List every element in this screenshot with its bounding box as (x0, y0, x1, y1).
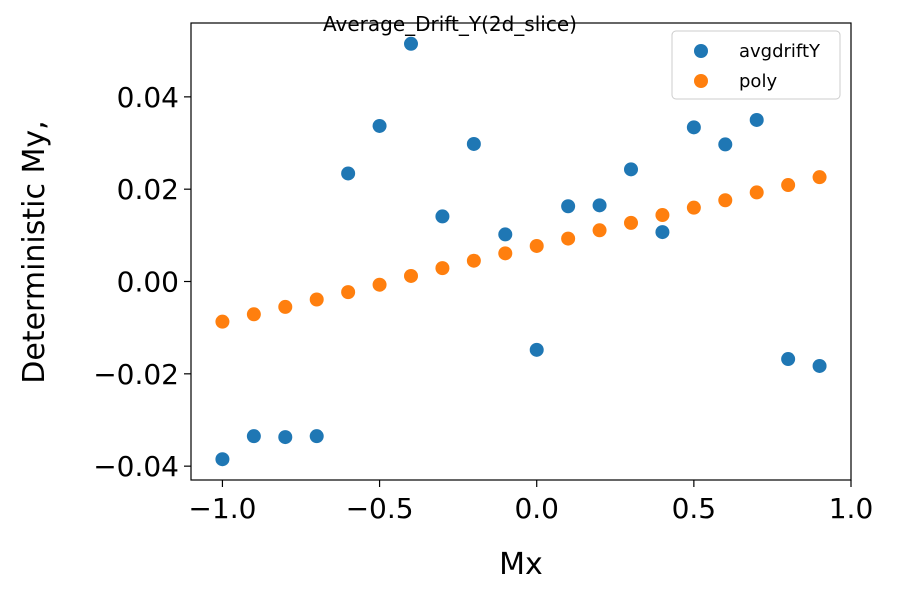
data-point-avgdriftY (686, 120, 701, 135)
x-tick-label: 0.5 (672, 492, 717, 525)
data-point-avgdriftY (529, 342, 544, 357)
data-point-poly (686, 200, 701, 215)
x-tick-label: 0.0 (514, 492, 559, 525)
data-points (215, 36, 827, 467)
data-point-avgdriftY (215, 452, 230, 467)
x-tick-label: −0.5 (346, 492, 414, 525)
data-point-poly (529, 238, 544, 253)
legend-marker-avgdriftY (694, 44, 708, 58)
data-point-poly (404, 268, 418, 283)
data-point-avgdriftY (372, 118, 387, 133)
data-point-avgdriftY (246, 429, 261, 444)
data-point-poly (812, 170, 827, 185)
y-tick-label: 0.04 (117, 81, 179, 114)
data-point-avgdriftY (404, 36, 418, 51)
data-point-poly (309, 292, 324, 307)
data-point-avgdriftY (466, 136, 481, 151)
legend-marker-poly (694, 74, 708, 88)
y-axis-label: Deterministic My, (17, 120, 52, 383)
data-point-avgdriftY (781, 352, 796, 367)
data-point-poly (372, 277, 387, 292)
data-point-avgdriftY (561, 199, 576, 214)
legend: avgdriftY poly (671, 30, 841, 100)
x-tick-label: −1.0 (188, 492, 256, 525)
data-point-poly (246, 307, 261, 322)
chart-title: Average_Drift_Y(2d_slice) (323, 12, 577, 36)
data-point-avgdriftY (435, 209, 450, 224)
data-point-poly (435, 261, 450, 276)
data-point-poly (466, 253, 481, 268)
data-point-avgdriftY (278, 430, 293, 445)
data-point-avgdriftY (341, 166, 356, 181)
data-point-poly (624, 215, 638, 230)
y-tick-label: 0.02 (117, 173, 179, 206)
data-point-poly (781, 178, 796, 193)
data-point-poly (749, 185, 764, 200)
data-point-poly (655, 208, 670, 223)
legend-label-avgdriftY: avgdriftY (739, 41, 821, 62)
legend-label-poly: poly (739, 71, 777, 92)
data-point-poly (341, 285, 356, 300)
y-tick-label: −0.04 (93, 450, 179, 483)
y-tick-label: 0.00 (117, 266, 179, 299)
data-point-avgdriftY (498, 227, 513, 242)
axis-ticks: −1.0 −0.5 0.0 0.5 1.0 −0.04 −0.02 0.00 0.02 0.04 (93, 81, 873, 525)
data-point-poly (561, 231, 576, 246)
data-point-avgdriftY (812, 358, 827, 373)
data-point-poly (592, 223, 607, 238)
data-point-poly (215, 314, 230, 329)
y-tick-label: −0.02 (93, 358, 179, 391)
legend-box (671, 30, 841, 100)
data-point-poly (498, 246, 513, 261)
data-point-avgdriftY (655, 225, 670, 240)
data-point-avgdriftY (592, 198, 607, 213)
data-point-avgdriftY (718, 137, 733, 152)
data-point-avgdriftY (624, 162, 638, 177)
x-tick-label: 1.0 (829, 492, 874, 525)
data-point-avgdriftY (749, 112, 764, 127)
x-axis-label: Mx (499, 547, 543, 582)
data-point-poly (278, 299, 293, 314)
data-point-avgdriftY (309, 429, 324, 444)
data-point-poly (718, 193, 733, 208)
